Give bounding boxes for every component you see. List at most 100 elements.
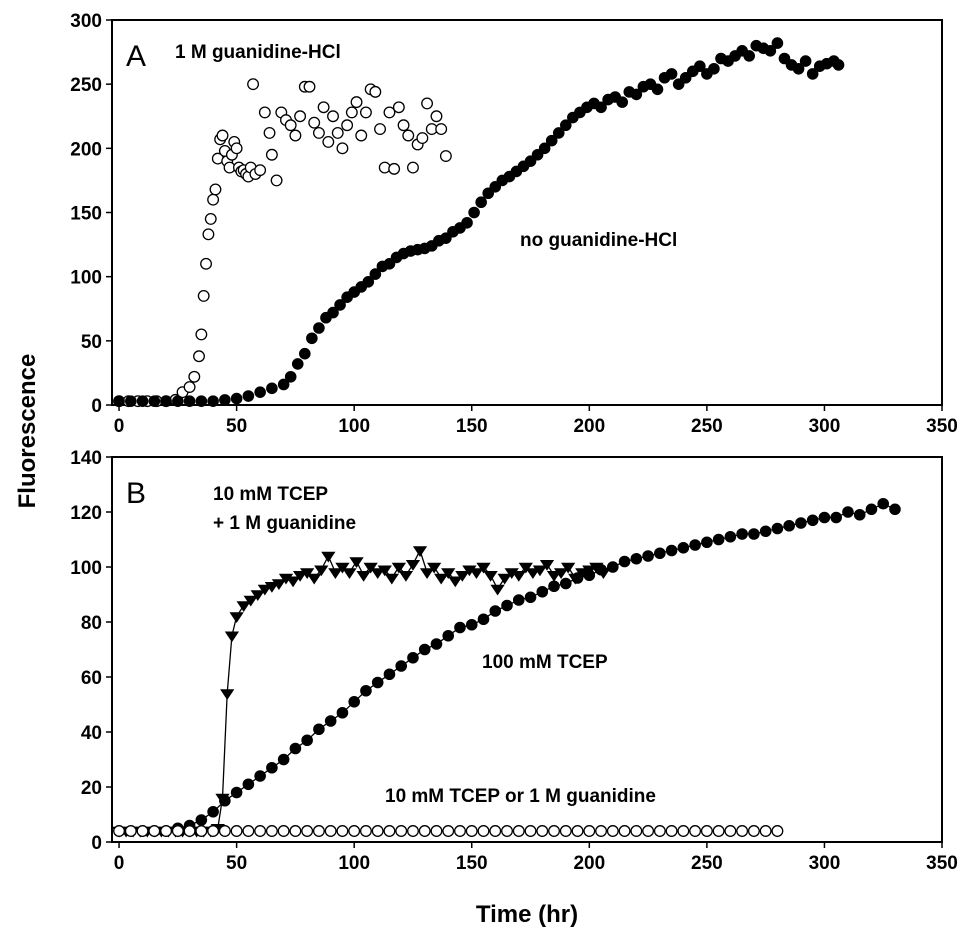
panel-a-series-1-point xyxy=(136,395,149,407)
panel-a-series-0-point xyxy=(254,164,267,177)
panel-a-series-1-point xyxy=(743,50,755,62)
panel-b-annotation-10mm-or-guanidine: 10 mM TCEP or 1 M guanidine xyxy=(385,786,656,807)
panel-b-series-2-point xyxy=(536,825,549,837)
panel-a-series-1-point xyxy=(559,119,572,132)
panel-a-series-0-point xyxy=(341,119,354,132)
panel-a-series-1-point xyxy=(771,37,784,49)
panel-b-series-1-point xyxy=(230,786,243,799)
panel-b-series-0-point xyxy=(243,595,258,607)
panel-b-x-tick-label: 100 xyxy=(338,853,370,874)
panel-b-series-1-point xyxy=(689,539,701,551)
panel-b-series-1-point xyxy=(242,778,255,791)
panel-a-series-0-point xyxy=(388,162,401,175)
panel-b-annotation-line1: 10 mM TCEP xyxy=(213,484,328,505)
panel-b-series-1-point xyxy=(407,651,419,664)
panel-b-series-0-point xyxy=(224,631,240,643)
panel-b-series-2-point xyxy=(265,825,278,837)
panel-b-series-2-point xyxy=(747,825,760,837)
panel-a-series-1-point xyxy=(369,268,382,280)
panel-b-series-1-point xyxy=(724,530,737,543)
panel-b-series-0-point xyxy=(363,562,378,574)
panel-b-series-2-point xyxy=(548,825,560,837)
panel-b-series-2-point xyxy=(277,825,290,837)
panel-a-series-1-point xyxy=(284,370,297,383)
panel-a-series-0-point xyxy=(193,350,205,363)
panel-a-series-0-point xyxy=(312,126,325,139)
panel-b-series-1-point xyxy=(454,621,466,634)
panel-b-series-0-point xyxy=(321,551,336,563)
panel-b-ticks: 0 50 100 150 200 250 300 350 0 20 40 60 80 100 120 140 xyxy=(70,448,958,874)
panel-b-annotation-100mm: 100 mM TCEP xyxy=(482,652,608,673)
panel-a-series-1-point xyxy=(125,395,137,407)
panel-b-chart: 0 50 100 150 200 250 300 350020406080100120140 … xyxy=(70,448,958,874)
panel-b-series-1-point xyxy=(607,561,619,573)
panel-a-series-1-point xyxy=(630,88,643,101)
panel-b-series-2-point xyxy=(124,825,137,837)
panel-b-series-0-point xyxy=(532,565,548,577)
panel-b-series-2-point xyxy=(407,825,419,837)
panel-b-series-0-point xyxy=(398,571,414,582)
panel-a-series-1-point xyxy=(299,347,311,360)
panel-b-series-0-point xyxy=(539,560,555,571)
panel-a-series-0-point xyxy=(200,257,213,270)
panel-b-series-0-point xyxy=(220,689,235,700)
panel-b-series-2-point xyxy=(348,825,361,837)
panel-b-series-0-point xyxy=(490,584,505,596)
panel-b-series-1-point xyxy=(489,605,502,617)
panel-a-series-0-point xyxy=(294,110,307,123)
panel-a-series xyxy=(113,37,845,408)
panel-a-series-0-point xyxy=(284,119,297,132)
panel-b-series-1-point xyxy=(336,706,349,719)
panel-b-y-tick-label: 0 xyxy=(91,833,102,854)
panel-b-series-2-point xyxy=(301,825,314,837)
panel-b-series-0-point xyxy=(250,590,265,601)
panel-b-series-2-point xyxy=(689,825,702,837)
panel-b-series-0-point xyxy=(229,612,244,623)
panel-b-series-0-point xyxy=(476,562,491,574)
panel-b-series-2-point xyxy=(324,825,337,837)
panel-b-series-0-point xyxy=(561,562,576,574)
panel-a-annotation-guanidine: 1 M guanidine-HCl xyxy=(175,42,341,63)
panel-b-series-2-point xyxy=(160,825,173,837)
panel-b-series-0-point xyxy=(448,576,463,588)
panel-a-series-1-point xyxy=(334,299,346,311)
panel-a-series-0-point xyxy=(195,328,208,341)
panel-b-series-1-point xyxy=(877,497,890,510)
panel-b-series-1-point xyxy=(559,577,572,590)
panel-b-series-1-point xyxy=(313,723,325,736)
panel-b-x-tick-label: 50 xyxy=(226,853,247,874)
panel-a-series-0-point xyxy=(204,212,217,225)
panel-b-series-2-point xyxy=(618,825,631,837)
panel-a-series-0-point xyxy=(435,123,448,136)
panel-b-series-1-point xyxy=(818,511,831,524)
panel-b-series-2-point xyxy=(242,825,255,837)
panel-b-series-0-point xyxy=(285,576,301,588)
panel-b-series-0-point xyxy=(300,568,315,579)
panel-a-x-tick-label: 350 xyxy=(926,416,958,437)
panel-a-series-1-point xyxy=(148,395,161,407)
panel-b-series xyxy=(111,497,901,838)
panel-b-series-2-point xyxy=(418,825,431,837)
panel-a-series-1-point xyxy=(207,395,219,407)
panel-b-series-0-point xyxy=(264,582,280,593)
panel-b-y-tick-label: 20 xyxy=(81,778,102,799)
panel-a-series-1-point xyxy=(468,206,480,219)
panel-b-series-2-point xyxy=(171,825,184,837)
panel-b-y-tick-label: 100 xyxy=(70,558,102,579)
panel-b-series-1-point xyxy=(642,550,654,562)
panel-b-series-1-point xyxy=(853,508,866,521)
panel-b-series-2-point xyxy=(571,825,584,837)
panel-b-series-2-point xyxy=(312,825,325,837)
panel-a-y-tick-label: 200 xyxy=(70,139,102,160)
panel-a-series-1-point xyxy=(792,62,805,75)
panel-a-series-1-point xyxy=(545,134,558,147)
panel-b-series-2-point xyxy=(207,825,220,837)
panel-b-series-2-point xyxy=(653,825,666,837)
panel-b-series-0-point xyxy=(419,568,435,579)
panel-a-series-1-point xyxy=(230,392,243,405)
panel-b-series-1-point xyxy=(277,753,290,766)
panel-b-series-1-point xyxy=(442,629,455,642)
panel-b-x-tick-label: 200 xyxy=(573,853,605,874)
panel-b-x-tick-label: 0 xyxy=(114,853,125,874)
panel-b-x-tick-label: 350 xyxy=(926,853,958,874)
